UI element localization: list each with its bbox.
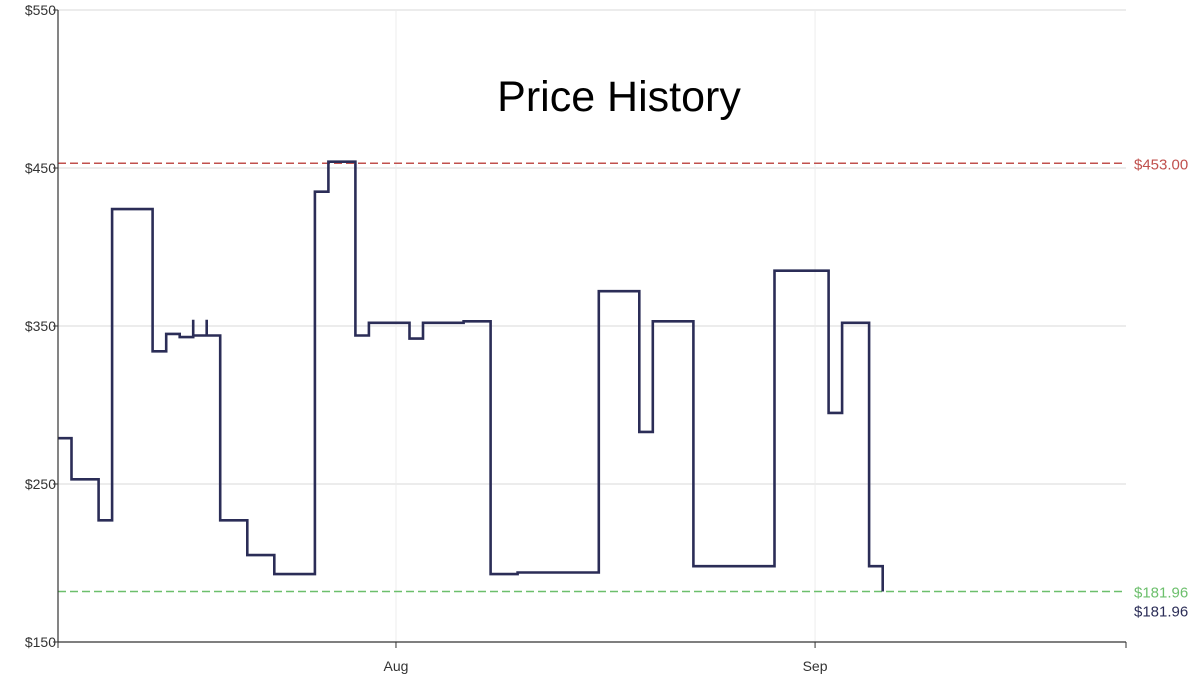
- grid-lines: [58, 9, 1126, 643]
- x-tick-label: Sep: [803, 658, 828, 674]
- axes: $150 $250 $350 $450 $550 Aug Sep: [25, 2, 1127, 674]
- current-price-label: $181.96: [1134, 604, 1188, 621]
- series-layer: $181.96: [58, 160, 1188, 621]
- reference-line-label: $181.96: [1134, 585, 1188, 602]
- y-tick-label: $250: [25, 476, 56, 492]
- reference-lines: $453.00 $181.96: [58, 156, 1188, 602]
- reference-line-label: $453.00: [1134, 156, 1188, 173]
- price-series-line: [58, 160, 884, 592]
- y-tick-label: $550: [25, 2, 56, 18]
- y-tick-label: $150: [25, 634, 56, 650]
- x-tick-label: Aug: [384, 658, 409, 674]
- chart-title: Price History: [497, 73, 741, 121]
- y-tick-label: $450: [25, 160, 56, 176]
- y-tick-label: $350: [25, 318, 56, 334]
